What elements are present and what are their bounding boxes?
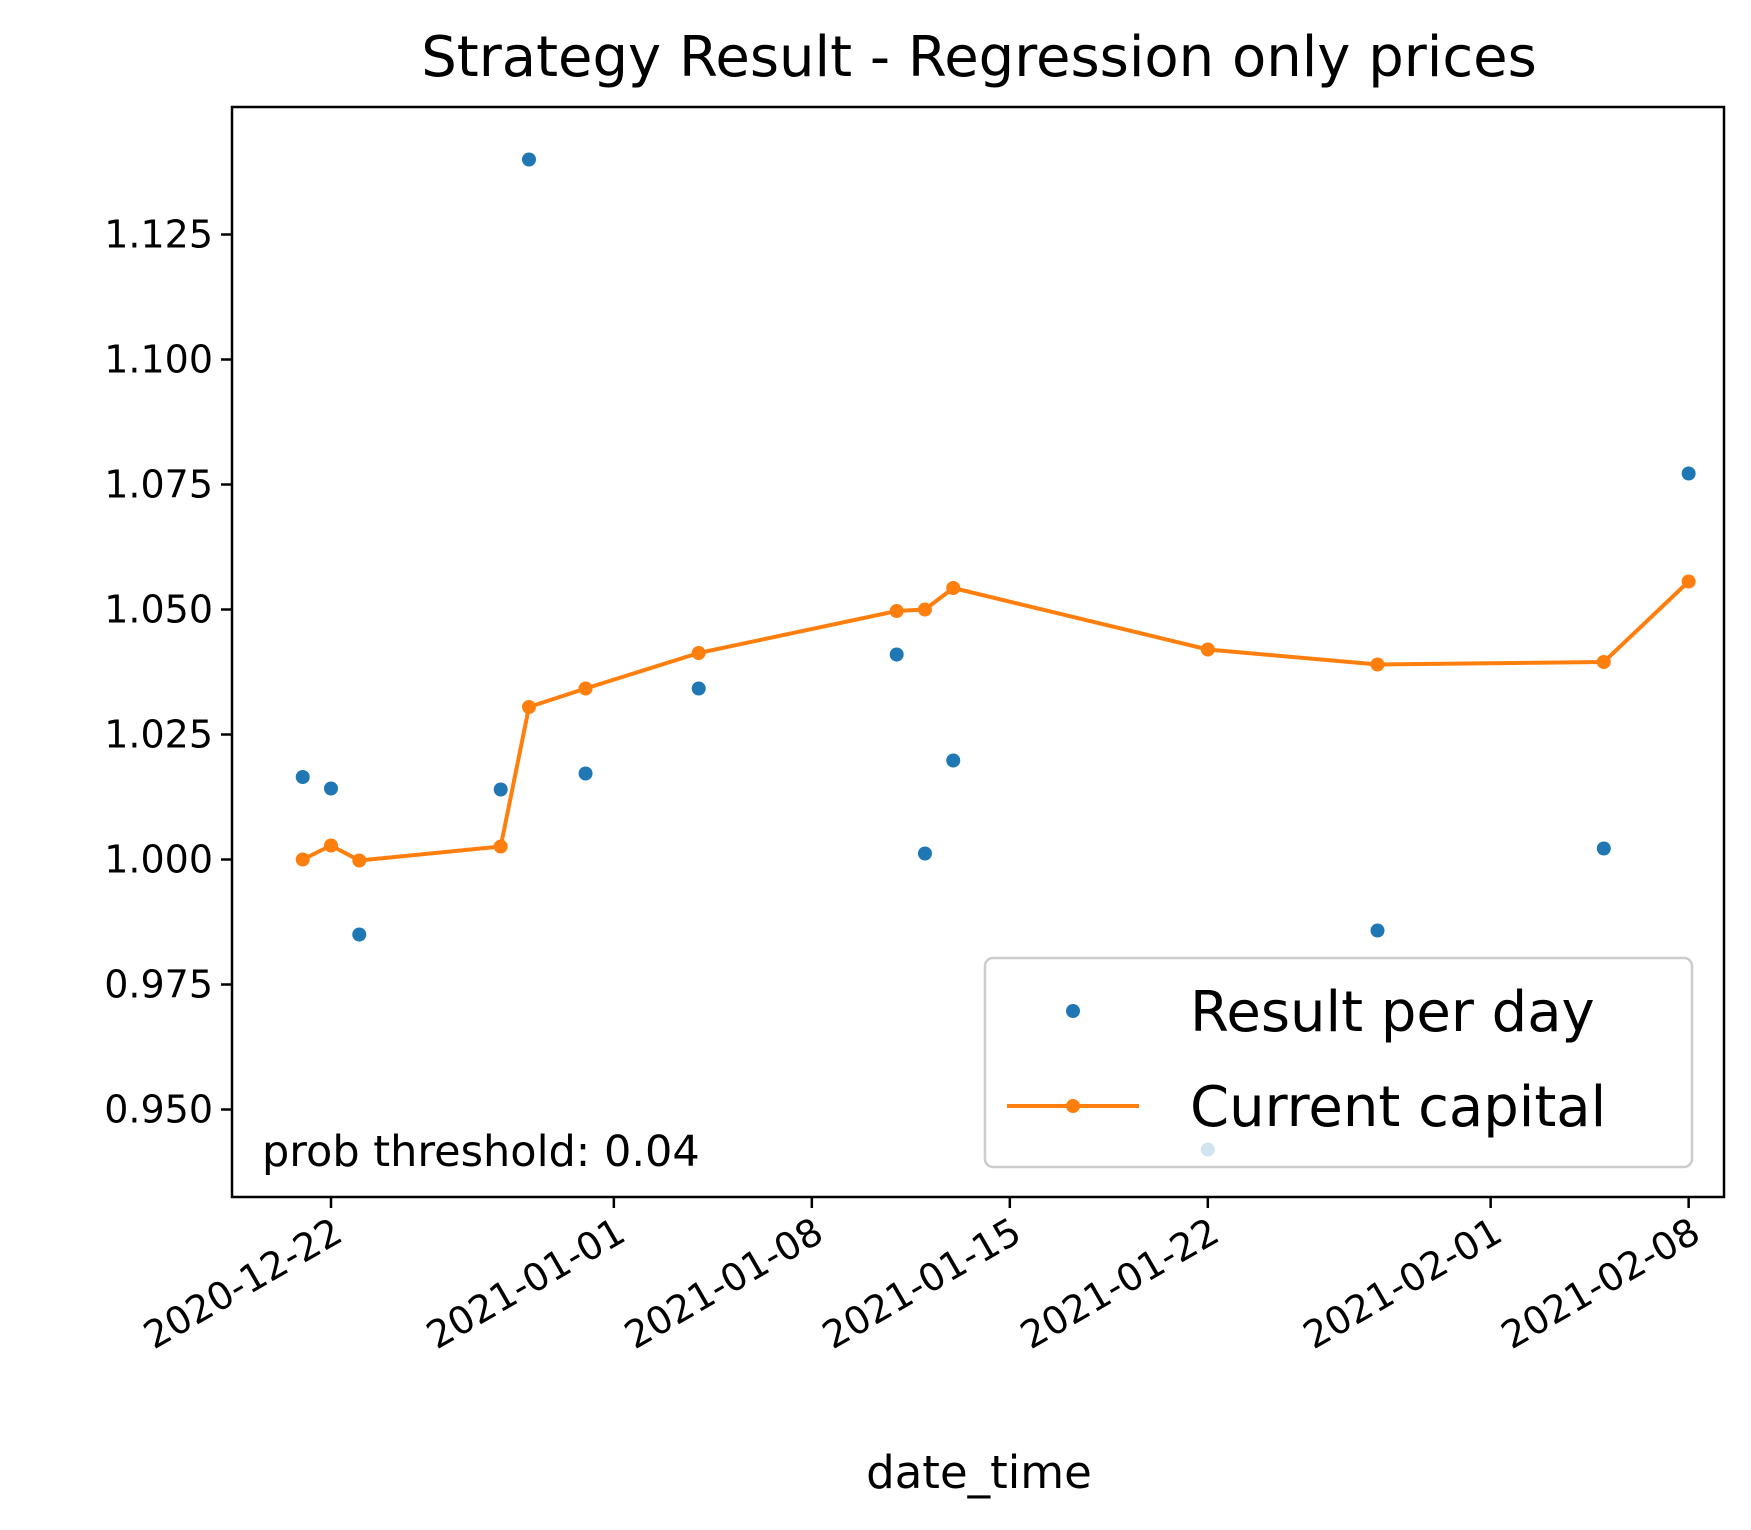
y-tick-label: 0.975 xyxy=(104,963,213,1007)
current-capital-point xyxy=(352,853,367,868)
result-per-day-point xyxy=(691,681,706,696)
result-per-day-point xyxy=(578,766,593,781)
result-per-day-point xyxy=(889,647,904,662)
current-capital-point xyxy=(691,646,706,660)
legend: Result per day Current capital xyxy=(983,956,1694,1169)
legend-marker-result-per-day xyxy=(1066,1004,1080,1018)
result-per-day-point xyxy=(1370,923,1385,938)
chart-title: Strategy Result - Regression only prices xyxy=(421,25,1537,90)
result-per-day-point xyxy=(521,152,536,167)
legend-label-result-per-day: Result per day xyxy=(1190,980,1595,1045)
current-capital-point xyxy=(1681,574,1696,589)
legend-label-current-capital: Current capital xyxy=(1190,1075,1606,1140)
x-axis-label: date_time xyxy=(866,1446,1092,1499)
y-tick-label: 1.000 xyxy=(104,838,213,882)
y-tick-label: 1.025 xyxy=(104,713,213,757)
current-capital-point xyxy=(323,838,338,853)
result-per-day-point xyxy=(1596,841,1611,856)
legend-box xyxy=(983,956,1694,1169)
prob-threshold-annotation: prob threshold: 0.04 xyxy=(262,1127,700,1177)
result-per-day-point xyxy=(1681,466,1696,481)
y-tick-label: 1.100 xyxy=(104,338,213,382)
current-capital-point xyxy=(946,581,961,595)
plot-frame xyxy=(230,105,1726,1199)
current-capital-line xyxy=(301,580,1690,863)
current-capital-point xyxy=(295,852,310,867)
result-per-day-point xyxy=(946,753,961,768)
result-per-day-point xyxy=(493,782,508,797)
current-capital-point xyxy=(521,700,536,714)
y-tick-label: 1.125 xyxy=(104,213,213,257)
current-capital-point xyxy=(493,839,508,854)
current-capital-point xyxy=(1370,657,1385,672)
y-axis-ticks: 0.950 0.975 1.000 1.025 1.050 1.075 1.100 1.125 xyxy=(104,213,232,1132)
plot-series xyxy=(295,152,1696,1157)
current-capital-point xyxy=(578,681,593,696)
result-per-day-point xyxy=(352,927,367,942)
current-capital-point xyxy=(1596,655,1611,669)
current-capital-point xyxy=(917,602,932,617)
current-capital-point xyxy=(889,604,904,618)
result-per-day-point xyxy=(323,781,338,796)
y-tick-label: 0.950 xyxy=(104,1088,213,1132)
y-tick-label: 1.075 xyxy=(104,463,213,507)
y-tick-label: 1.050 xyxy=(104,588,213,632)
result-per-day-point xyxy=(295,770,310,784)
result-per-day-point xyxy=(917,846,932,861)
legend-marker-current-capital xyxy=(1066,1099,1080,1113)
current-capital-point xyxy=(1200,642,1215,657)
